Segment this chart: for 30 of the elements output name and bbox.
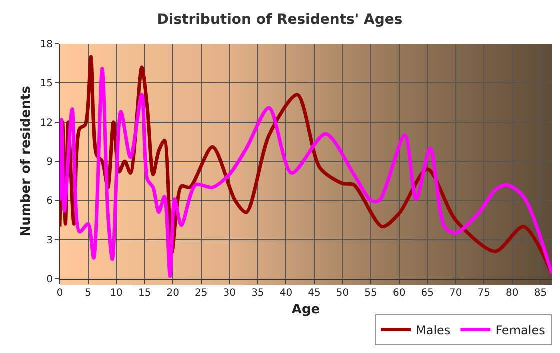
x-tick-label: 15: [138, 288, 152, 299]
x-tick-label: 25: [195, 288, 208, 299]
x-tick-label: 75: [478, 288, 491, 299]
x-tick-label: 40: [280, 288, 293, 299]
x-tick-label: 5: [85, 288, 92, 299]
x-tick-label: 30: [223, 288, 236, 299]
x-tick-label: 10: [110, 288, 123, 299]
x-tick-label: 70: [449, 288, 462, 299]
y-axis-title: Number of residents: [19, 86, 34, 237]
y-tick-label: 18: [40, 40, 53, 50]
y-tick-label: 9: [46, 157, 53, 168]
y-tick-label: 3: [46, 235, 53, 246]
legend-label: Females: [496, 323, 546, 338]
x-tick-label: 0: [56, 288, 64, 299]
x-tick-label: 80: [506, 288, 519, 299]
x-tick-label: 65: [421, 288, 434, 299]
x-tick-label: 60: [392, 288, 406, 299]
x-axis-title: Age: [292, 302, 320, 318]
x-tick-label: 55: [364, 288, 378, 299]
chart-title: Distribution of Residents' Ages: [157, 12, 403, 28]
x-tick-label: 50: [336, 288, 350, 299]
y-tick-label: 12: [40, 118, 53, 129]
legend-label: Males: [416, 323, 451, 338]
x-tick-label: 45: [308, 288, 321, 299]
x-tick-label: 35: [252, 288, 264, 299]
x-tick-label: 20: [166, 288, 180, 299]
y-tick-label: 6: [46, 196, 53, 208]
y-tick-label: 15: [40, 78, 53, 90]
y-tick-label: 0: [46, 274, 53, 286]
x-tick-label: 85: [534, 288, 548, 299]
